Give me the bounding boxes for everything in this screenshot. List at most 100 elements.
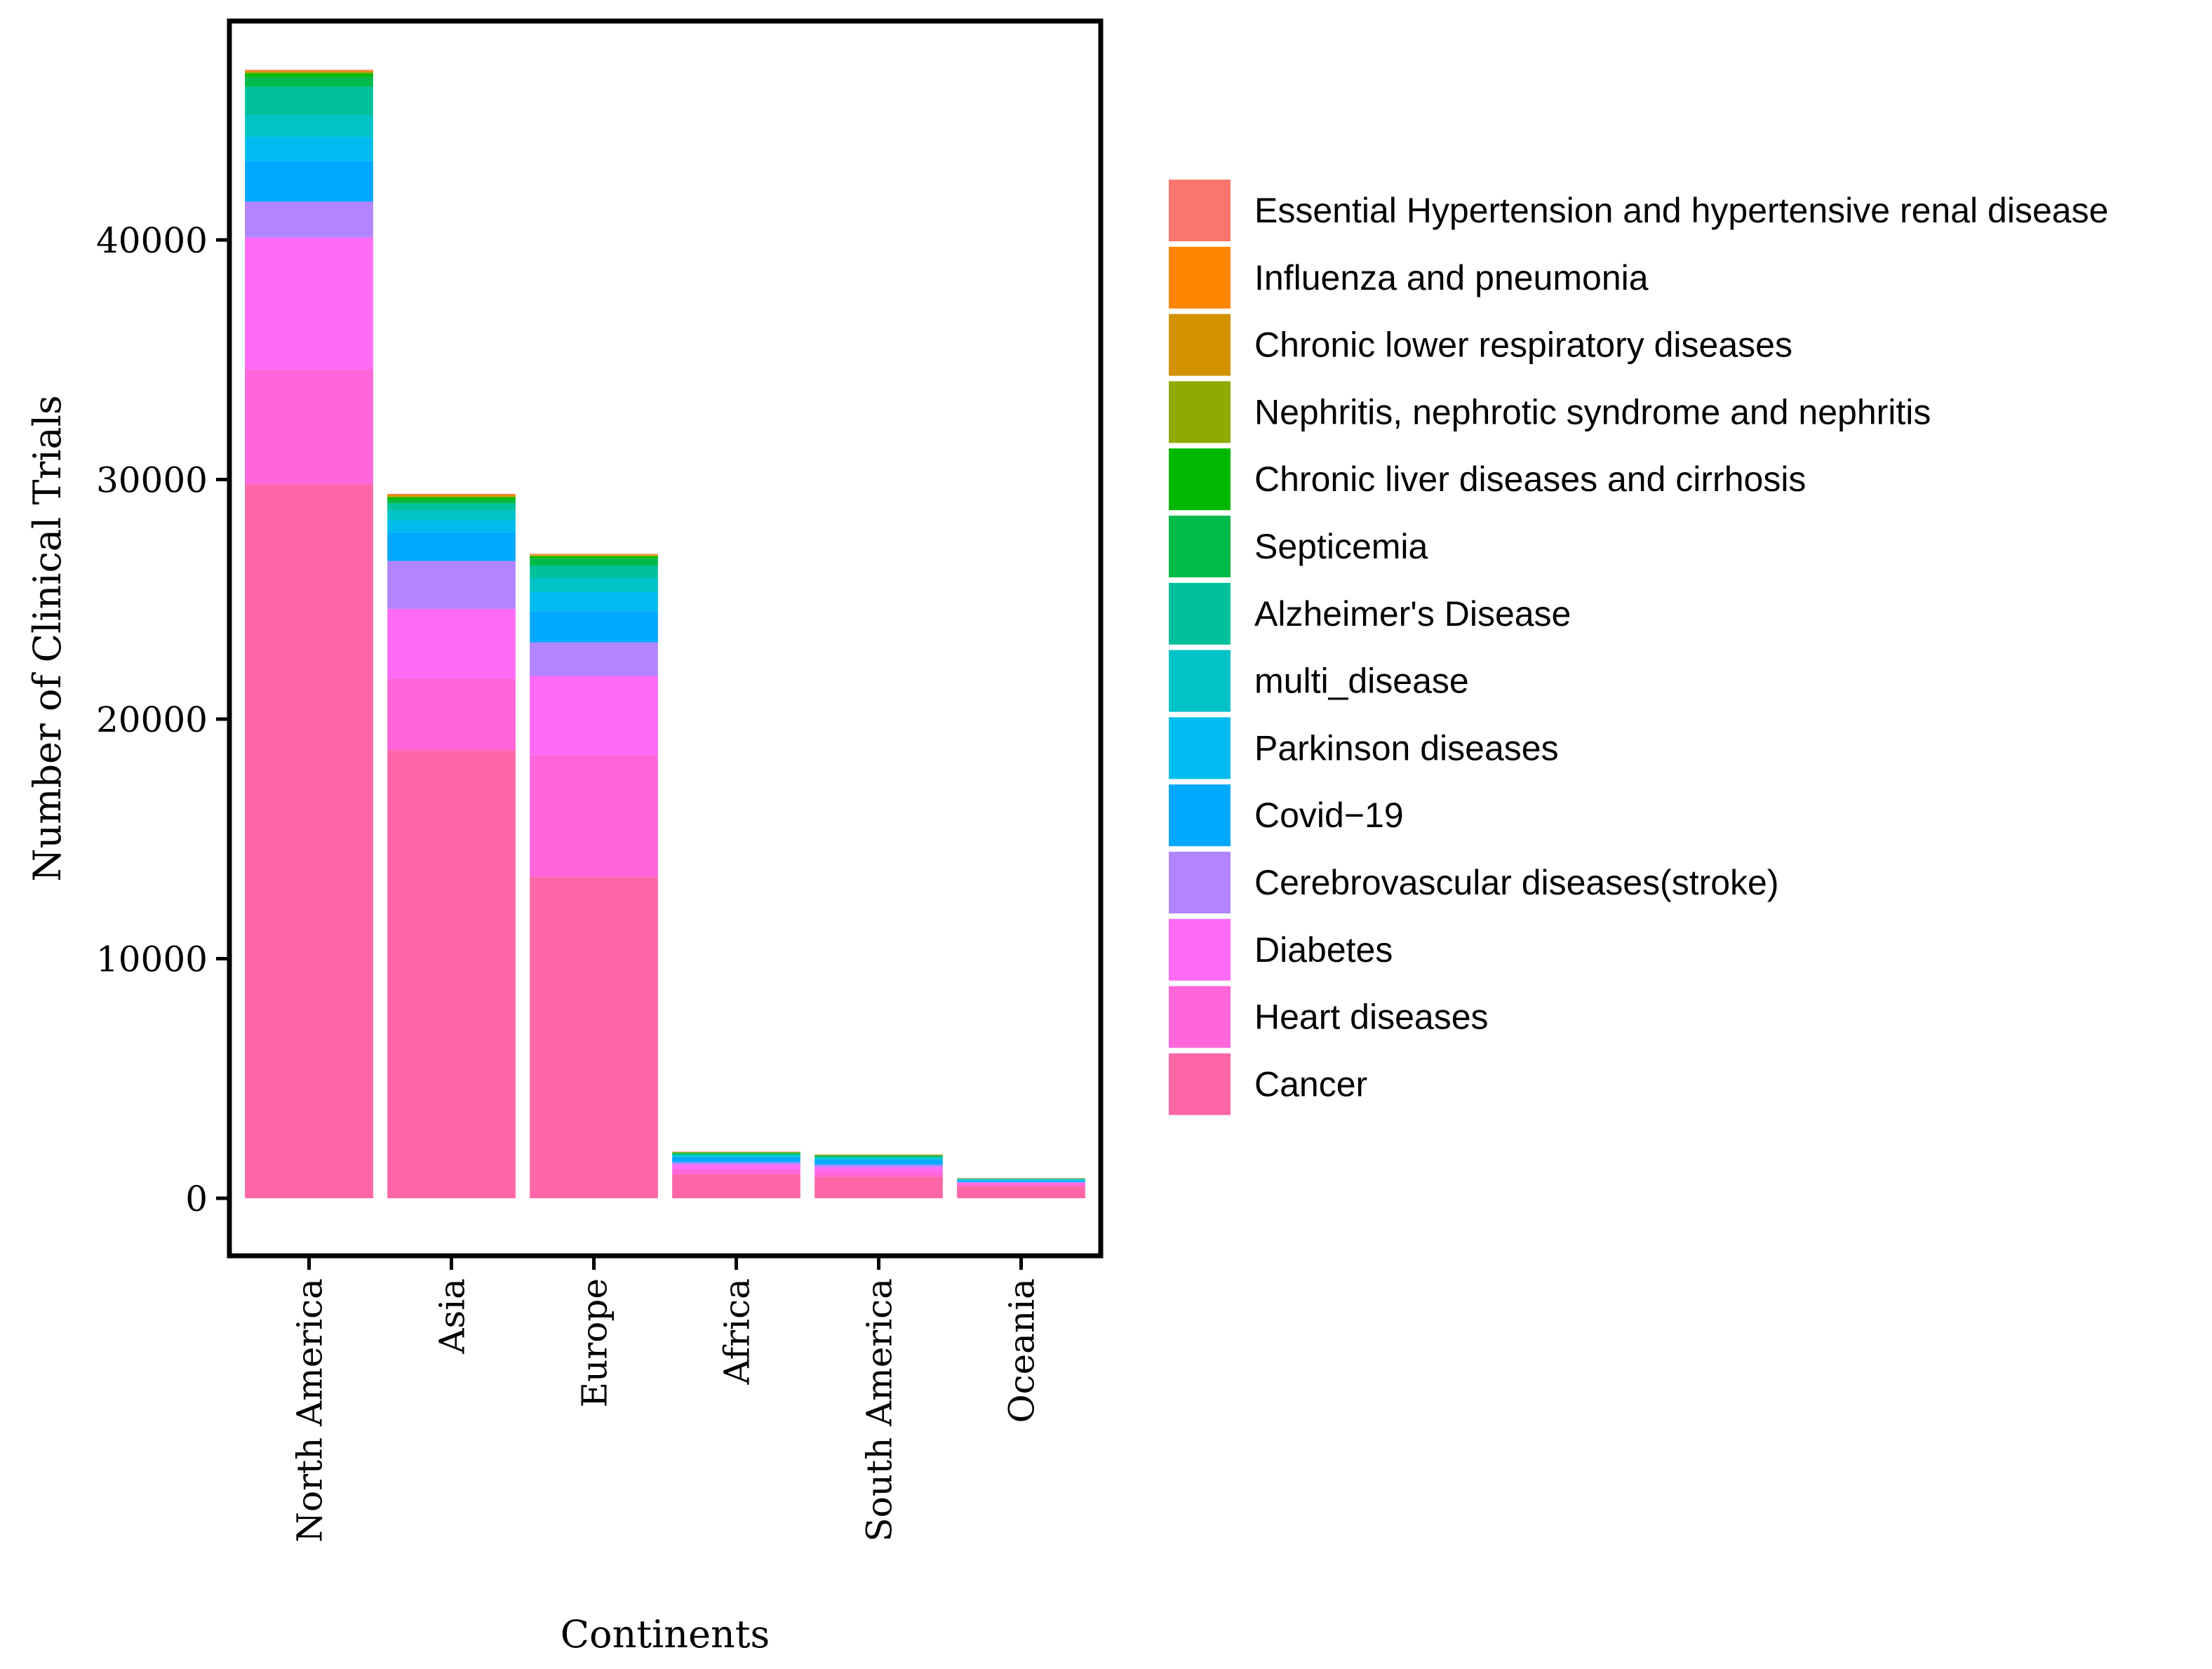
x-tick-label-europe: Europe [575,1278,615,1407]
x-tick-label-asia: Asia [432,1278,473,1355]
legend-label: Alzheimer's Disease [1254,594,1571,634]
bar-south-america-covid-19 [815,1160,943,1165]
legend-key-essential-hypertension-and-hypertensive-renal-disease [1169,180,1231,241]
x-axis: North America Asia Europe Africa South Ameri… [290,1256,1043,1543]
legend-key-heart-diseases [1169,986,1231,1048]
bar-north-america-multi-disease [245,115,373,138]
legend-key-influenza-and-pneumonia [1169,246,1231,309]
legend-item-septicemia: Septicemia [1169,516,1428,577]
x-tick-label-south-america: South America [859,1278,900,1542]
bar-south-america-parkinson-diseases [815,1158,943,1160]
y-tick-label: 0 [185,1179,208,1219]
bar-south-america-cerebrovascular-diseases-stroke [815,1165,943,1167]
y-axis-title: Number of Clinical Trials [25,395,69,881]
legend-label: Essential Hypertension and hypertensive … [1254,191,2108,230]
bars-layer [245,69,1085,1198]
legend-item-diabetes: Diabetes [1169,918,1393,981]
bar-asia-nephritis-nephrotic-syndrome-and-nephritis [387,496,516,498]
legend-key-covid-19 [1169,784,1231,847]
bar-europe-chronic-lower-respiratory-diseases [530,554,658,556]
legend-label: Cancer [1254,1064,1367,1104]
bar-asia-cerebrovascular-diseases-stroke [387,561,516,609]
bar-asia-cancer [387,750,516,1198]
bar-asia-parkinson-diseases [387,520,516,532]
legend: Essential Hypertension and hypertensive … [1169,180,2108,1115]
bar-north-america-chronic-liver-diseases-and-cirrhosis [245,73,373,77]
legend-label: multi_disease [1254,662,1469,701]
bar-north-america-parkinson-diseases [245,137,373,161]
bar-north-america-cerebrovascular-diseases-stroke [245,201,373,238]
bar-africa-multi-disease [672,1155,800,1157]
bar-asia-covid-19 [387,532,516,561]
legend-item-influenza-and-pneumonia: Influenza and pneumonia [1169,246,1649,309]
legend-key-nephritis-nephrotic-syndrome-and-nephritis [1169,381,1231,443]
legend-item-essential-hypertension-and-hypertensive-renal-disease: Essential Hypertension and hypertensive … [1169,180,2108,241]
legend-item-nephritis-nephrotic-syndrome-and-nephritis: Nephritis, nephrotic syndrome and nephri… [1169,381,1931,443]
legend-item-heart-diseases: Heart diseases [1169,986,1489,1048]
x-tick-label-north-america: North America [290,1278,330,1543]
y-tick-label: 20000 [96,699,208,740]
legend-item-covid-19: Covid−19 [1169,784,1404,847]
bar-oceania-cancer [957,1186,1085,1198]
bar-asia-chronic-lower-respiratory-diseases [387,495,516,497]
bar-south-america-chronic-liver-diseases-and-cirrhosis [815,1155,943,1156]
legend-label: Chronic liver diseases and cirrhosis [1254,460,1806,499]
legend-item-chronic-liver-diseases-and-cirrhosis: Chronic liver diseases and cirrhosis [1169,448,1806,511]
bar-europe-parkinson-diseases [530,592,658,612]
x-tick-label-africa: Africa [717,1278,758,1385]
bar-oceania-covid-19 [957,1180,1085,1182]
bar-oceania-heart-diseases [957,1184,1085,1186]
legend-key-cerebrovascular-diseases-stroke [1169,852,1231,913]
legend-label: Septicemia [1254,527,1428,566]
y-tick-label: 10000 [96,939,208,980]
bar-south-america-cancer [815,1177,943,1198]
bar-north-america-septicemia [245,76,373,87]
x-tick-label-oceania: Oceania [1002,1278,1043,1423]
bar-oceania-parkinson-diseases [957,1179,1085,1181]
legend-label: Chronic lower respiratory diseases [1254,326,1792,365]
bar-africa-parkinson-diseases [672,1156,800,1158]
legend-item-multi-disease: multi_disease [1169,650,1469,712]
bar-south-america-septicemia [815,1155,943,1157]
bar-oceania-multi-disease [957,1179,1085,1180]
legend-key-chronic-lower-respiratory-diseases [1169,314,1231,376]
bar-africa-diabetes [672,1165,800,1170]
legend-key-parkinson-diseases [1169,717,1231,779]
bar-africa-heart-diseases [672,1169,800,1174]
bar-oceania-diabetes [957,1182,1085,1184]
legend-key-alzheimer-s-disease [1169,582,1231,645]
bar-north-america-covid-19 [245,161,373,202]
bar-asia-chronic-liver-diseases-and-cirrhosis [387,497,516,500]
legend-label: Nephritis, nephrotic syndrome and nephri… [1254,392,1931,431]
bar-europe-heart-diseases [530,755,658,878]
bar-africa-cerebrovascular-diseases-stroke [672,1162,800,1165]
legend-item-alzheimer-s-disease: Alzheimer's Disease [1169,582,1571,645]
y-tick-label: 30000 [96,460,208,501]
bar-europe-cerebrovascular-diseases-stroke [530,642,658,676]
bar-asia-alzheimer-s-disease [387,503,516,511]
bar-north-america-cancer [245,484,373,1198]
legend-item-parkinson-diseases: Parkinson diseases [1169,717,1559,779]
bar-europe-septicemia [530,558,658,566]
bar-africa-alzheimer-s-disease [672,1153,800,1155]
bar-asia-heart-diseases [387,678,516,751]
bar-europe-alzheimer-s-disease [530,565,658,578]
bar-africa-covid-19 [672,1157,800,1162]
legend-key-diabetes [1169,918,1231,981]
legend-key-chronic-liver-diseases-and-cirrhosis [1169,448,1231,511]
bar-asia-septicemia [387,500,516,504]
x-axis-title: Continents [561,1612,770,1656]
bar-europe-influenza-and-pneumonia [530,554,658,555]
bar-south-america-multi-disease [815,1157,943,1159]
bar-asia-essential-hypertension-and-hypertensive-renal-disease [387,493,516,495]
y-tick-label: 40000 [96,220,208,261]
legend-label: Diabetes [1254,930,1393,970]
bar-oceania-cerebrovascular-diseases-stroke [957,1181,1085,1183]
bar-europe-cancer [530,877,658,1198]
bar-africa-cancer [672,1174,800,1198]
legend-label: Parkinson diseases [1254,728,1559,768]
bar-europe-multi-disease [530,577,658,592]
bar-asia-diabetes [387,608,516,678]
bar-north-america-nephritis-nephrotic-syndrome-and-nephritis [245,72,373,74]
